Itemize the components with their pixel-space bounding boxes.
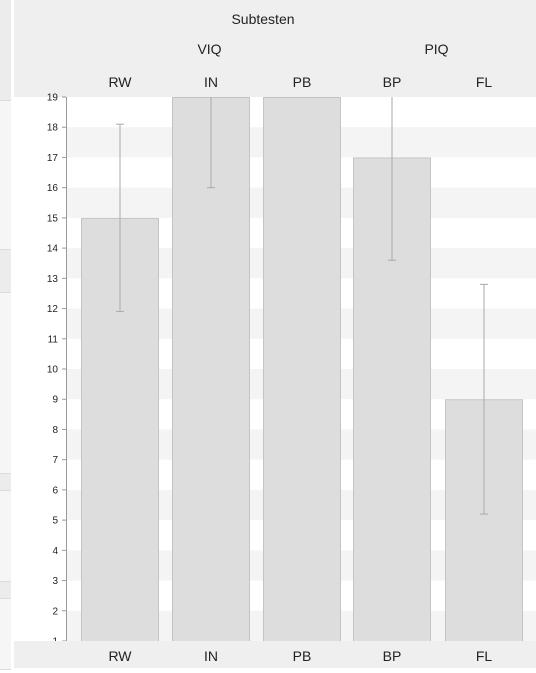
y-tick-label: 6 — [52, 485, 58, 496]
chart-title: Subtesten — [231, 11, 294, 27]
y-tick-label: 3 — [52, 576, 58, 587]
left-panel-segment — [0, 292, 11, 474]
category-label-bottom-pb: PB — [293, 648, 312, 664]
y-tick-label: 12 — [47, 304, 59, 315]
y-tick-label: 18 — [47, 123, 59, 134]
left-panel-edge — [0, 0, 11, 670]
category-label-bottom-fl: FL — [476, 648, 493, 664]
y-tick-label: 14 — [47, 244, 59, 255]
category-label-bottom-rw: RW — [108, 648, 132, 664]
y-tick-label: 11 — [48, 334, 59, 345]
y-tick-label: 2 — [52, 606, 58, 617]
category-label-bottom-bp: BP — [383, 648, 402, 664]
left-panel-segment — [0, 490, 11, 582]
y-tick-label: 13 — [47, 274, 59, 285]
category-label-top-rw: RW — [108, 74, 132, 90]
footer-background — [14, 641, 536, 668]
category-label-top-bp: BP — [383, 74, 402, 90]
y-tick-label: 19 — [47, 93, 59, 104]
category-label-top-in: IN — [204, 74, 218, 90]
y-tick-label: 4 — [52, 546, 58, 557]
y-tick-label: 8 — [52, 425, 58, 436]
y-tick-label: 17 — [47, 153, 59, 164]
left-panel-segment — [0, 598, 11, 670]
bar-chart: Subtesten VIQ PIQ RW IN PB BP FL 12 3 4 5 6 7 8 9 10 1… — [14, 0, 536, 668]
y-tick-label: 5 — [52, 516, 58, 527]
y-tick-label: 9 — [52, 395, 58, 406]
bar-pb — [263, 97, 341, 642]
group-label-piq: PIQ — [424, 41, 448, 57]
category-label-bottom-in: IN — [204, 648, 218, 664]
y-tick-label: 16 — [47, 183, 59, 194]
y-tick-label: 10 — [47, 365, 59, 376]
y-tick-label: 7 — [52, 455, 58, 466]
category-label-top-fl: FL — [476, 74, 493, 90]
group-label-viq: VIQ — [197, 41, 221, 57]
header-background — [14, 0, 536, 97]
category-label-top-pb: PB — [293, 74, 312, 90]
chart-container: Subtesten VIQ PIQ RW IN PB BP FL 12 3 4 5 6 7 8 9 10 1… — [14, 0, 536, 668]
left-panel-segment — [0, 100, 11, 250]
y-tick-label: 15 — [47, 213, 59, 224]
